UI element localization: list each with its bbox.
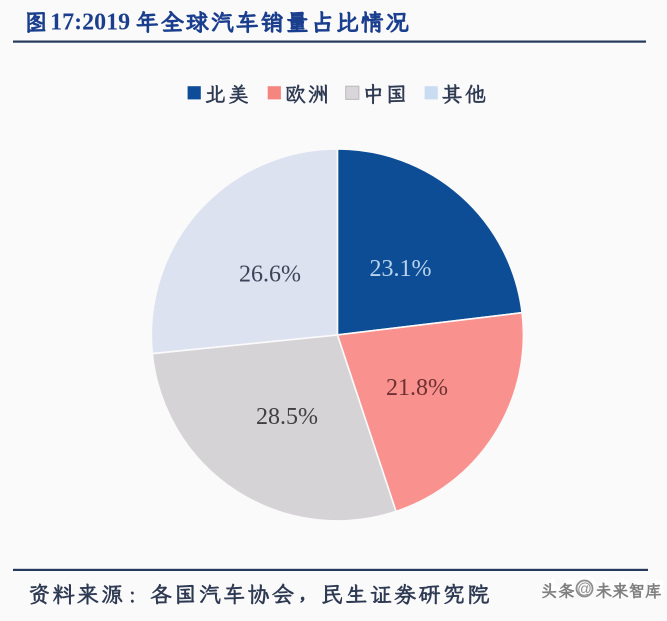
svg-text:@: @ — [577, 582, 592, 598]
svg-text:23.1%: 23.1% — [370, 256, 432, 282]
svg-text:21.8%: 21.8% — [386, 375, 448, 401]
svg-text:28.5%: 28.5% — [256, 404, 318, 430]
svg-text:26.6%: 26.6% — [239, 262, 301, 288]
svg-text:17:2019: 17:2019 — [50, 10, 130, 36]
